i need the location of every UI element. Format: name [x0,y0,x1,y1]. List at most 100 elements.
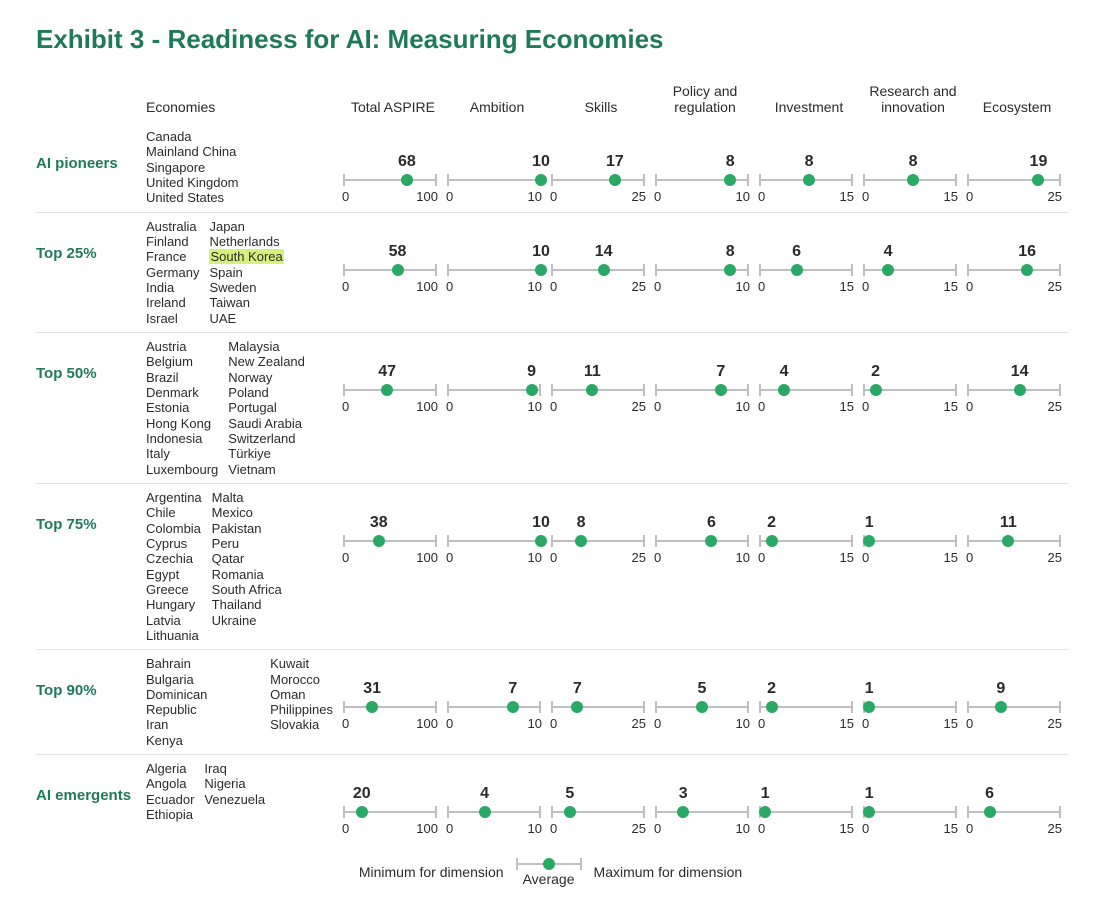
economy-name: Ecuador [146,792,194,807]
dimension-cell: 6010 [653,483,757,649]
table-row: Top 75%ArgentinaChileColombiaCyprusCzech… [36,483,1069,649]
dimension-cell: 19025 [965,123,1069,212]
dimension-cell: 9010 [445,332,549,483]
economy-name: Peru [212,536,282,551]
range-min: 0 [342,821,349,836]
dimension-cell: 16025 [965,212,1069,332]
economy-name: Estonia [146,400,218,415]
table-row: Top 25%AustraliaFinlandFranceGermanyIndi… [36,212,1069,332]
dimension-cell: 8015 [757,123,861,212]
range-bar [341,805,439,819]
average-dot-icon [564,806,576,818]
dimension-value: 68 [358,153,456,171]
range-min-max: 0100 [341,716,439,731]
range-min-max: 015 [757,279,855,294]
dimension-cell: 10010 [445,483,549,649]
range-bar [653,383,751,397]
average-dot-icon [863,535,875,547]
range-min-max: 025 [965,550,1063,565]
economy-name: Mexico [212,505,282,520]
range-bar [653,534,751,548]
range-min-max: 010 [653,716,751,731]
range-bar [445,534,543,548]
dimension-cell: 1015 [861,650,965,755]
economy-name: Norway [228,370,305,385]
range-max: 10 [528,399,542,414]
dimension-value: 8 [760,153,858,171]
range-bar [341,700,439,714]
economy-name: Greece [146,582,202,597]
economy-name: Finland [146,234,199,249]
range-bar [757,700,855,714]
range-min-max: 015 [861,399,959,414]
range-max: 10 [736,399,750,414]
dimension-cell: 4015 [861,212,965,332]
dimension-cell: 8025 [549,483,653,649]
range-bar [861,383,959,397]
dimension-value: 11 [543,363,641,381]
dimension-value: 47 [338,363,436,381]
range-max: 25 [632,189,646,204]
dimension-cell: 5010 [653,650,757,755]
range-max: 10 [528,550,542,565]
economy-name: Colombia [146,521,202,536]
average-dot-icon [724,174,736,186]
range-bar [965,383,1063,397]
dimension-value: 8 [864,153,962,171]
range-min-max: 015 [861,550,959,565]
economy-name: Indonesia [146,431,218,446]
range-max: 25 [632,821,646,836]
legend: Minimum for dimension Average Maximum fo… [36,856,1065,887]
range-min-max: 015 [757,399,855,414]
economy-name: Türkiye [228,446,305,461]
dimension-value: 1 [820,680,918,698]
average-dot-icon [1014,384,1026,396]
header-row: Economies Total ASPIRE Ambition Skills P… [36,83,1069,123]
range-min: 0 [446,189,453,204]
header-dimension: Ambition [445,83,549,123]
range-min-max: 0 10 [445,716,543,731]
group-label: AI pioneers [36,123,146,212]
legend-average-label: Average [523,872,575,887]
range-max: 10 [528,189,542,204]
average-dot-icon [766,701,778,713]
dimension-cell: 310100 [341,650,445,755]
economy-name: Kenya [146,733,260,748]
range-max: 15 [840,550,854,565]
dimension-cell: 2015 [757,483,861,649]
economies-cell: CanadaMainland ChinaSingaporeUnited King… [146,123,341,212]
dimension-value: 6 [748,243,846,261]
range-max: 10 [528,716,542,731]
range-max: 15 [840,716,854,731]
legend-max-label: Maximum for dimension [594,864,743,880]
range-min-max: 0100 [341,550,439,565]
range-min-max: 025 [549,279,647,294]
economy-name: Dominican Republic [146,687,260,718]
range-min-max: 015 [757,550,855,565]
range-bar [549,173,647,187]
group-label: Top 90% [36,650,146,755]
dimension-value: 14 [555,243,653,261]
economy-name: Austria [146,339,218,354]
range-max: 10 [736,821,750,836]
economy-name: Iraq [204,761,265,776]
legend-bar-icon [514,856,584,872]
dimension-cell: 6015 [757,212,861,332]
range-min: 0 [758,716,765,731]
range-min-max: 010 [653,189,751,204]
average-dot-icon [696,701,708,713]
average-dot-icon [535,264,547,276]
economy-name: Venezuela [204,792,265,807]
range-bar [549,700,647,714]
range-max: 25 [632,399,646,414]
range-min: 0 [342,716,349,731]
economies-cell: AlgeriaAngolaEcuadorEthiopiaIraqNigeriaV… [146,755,341,843]
average-dot-icon [724,264,736,276]
range-bar [549,263,647,277]
average-dot-icon [526,384,538,396]
average-dot-icon [392,264,404,276]
range-min: 0 [966,716,973,731]
range-min: 0 [446,716,453,731]
range-min-max: 025 [549,399,647,414]
dimension-value: 17 [566,153,664,171]
